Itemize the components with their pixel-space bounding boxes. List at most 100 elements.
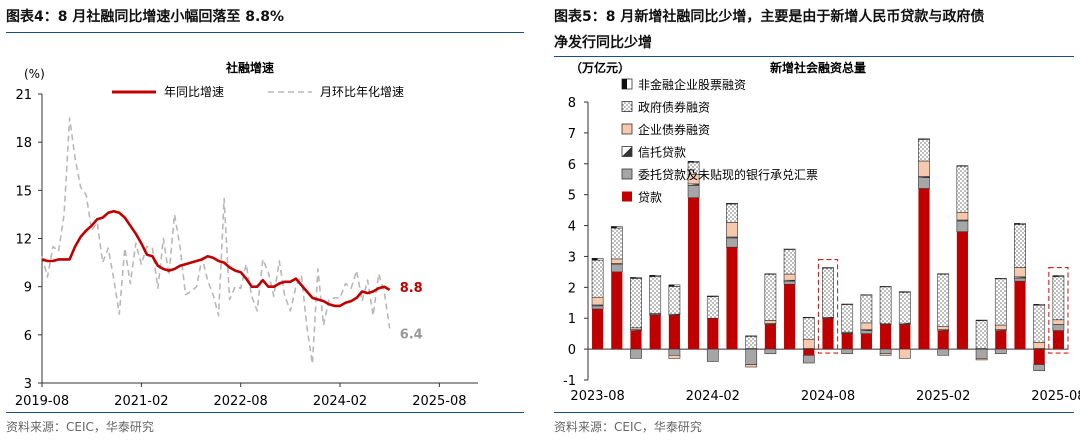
y-tick-label: 0 xyxy=(568,343,576,358)
new-financing-stacked-bar-chart: （万亿元） 新增社会融资总量 -1 0 1 2 3 4 5 6 7 8 2023-08 2024-02 20… xyxy=(563,60,1080,404)
chart-title: 新增社会融资总量 xyxy=(770,60,866,75)
bar-segment-3-shade xyxy=(937,329,949,331)
bar-segment-5 xyxy=(764,324,776,350)
bar-segment-3-shade xyxy=(995,329,1007,331)
bar-segment-5 xyxy=(937,330,949,350)
bar-segment-0-shade xyxy=(937,273,944,275)
x-tick-label: 2025-08 xyxy=(1031,389,1080,404)
bar-segment-4 xyxy=(956,220,969,233)
y-tick-label: 18 xyxy=(15,136,32,151)
legend-label-5: 贷款 xyxy=(638,191,662,205)
bar-segment-4 xyxy=(802,354,815,364)
bar-segment-2 xyxy=(898,348,911,359)
y-tick-label: 3 xyxy=(568,250,576,265)
bar-segment-1 xyxy=(841,304,854,333)
bar-segment-4 xyxy=(630,348,642,359)
bar-segment-4 xyxy=(726,237,738,248)
right-figure-title-line1: 图表5：8 月新增社融同比少增，主要是由于新增人民币贷款与政府债 xyxy=(554,9,985,25)
bar-segment-0-shade xyxy=(592,258,598,261)
highlight-box xyxy=(1048,267,1069,354)
y-tick-label: 3 xyxy=(24,377,32,392)
legend-swatch-2 xyxy=(621,123,633,135)
bar-segment-2 xyxy=(1014,267,1026,278)
left-title-rule xyxy=(6,32,524,33)
bar-segment-2 xyxy=(1052,319,1065,325)
left-figure-title: 图表4：8 月社融同比增速小幅回落至 8.8% xyxy=(6,9,285,25)
right-figure-title: 图表5：8 月新增社融同比少增，主要是由于新增人民币贷款与政府债 净发行同比少增 xyxy=(554,4,1074,56)
bar-segment-2 xyxy=(764,320,777,324)
legend-label-3: 信托贷款 xyxy=(638,146,686,160)
bar-segment-5 xyxy=(726,247,738,350)
legend-label-4: 委托贷款及未贴现的银行承兑汇票 xyxy=(638,167,818,182)
bar-segment-4 xyxy=(764,348,777,355)
bar-segment-5 xyxy=(688,197,700,350)
bar-segment-1 xyxy=(802,317,815,340)
bar-segment-4 xyxy=(879,348,892,355)
bar-segment-0-shade xyxy=(745,335,752,337)
y-tick-label: 15 xyxy=(15,184,32,199)
bar-segment-5 xyxy=(899,324,911,350)
bar-segment-0-shade xyxy=(976,320,982,321)
bar-segment-2 xyxy=(994,324,1007,330)
bar-segment-0 xyxy=(841,303,854,305)
bar-segment-1 xyxy=(898,291,911,324)
y-axis-unit: （万亿元） xyxy=(570,60,630,75)
bar-segment-2 xyxy=(802,338,815,349)
bar-segment-0-shade xyxy=(784,249,790,250)
bar-segment-2 xyxy=(956,211,969,221)
bar-segment-0-shade xyxy=(880,286,886,287)
bar-segment-3-shade xyxy=(822,317,834,319)
x-tick-label: 2025-02 xyxy=(916,389,970,404)
bar-segment-5 xyxy=(803,349,815,356)
bar-segment-1 xyxy=(764,273,777,321)
x-tick-label: 2021-02 xyxy=(114,394,168,409)
bar-segment-3-shade xyxy=(668,314,680,316)
bar-segment-2 xyxy=(918,160,930,177)
bar-segment-5 xyxy=(1014,281,1026,350)
bar-segment-0-shade xyxy=(1014,223,1020,225)
bar-segment-1 xyxy=(860,294,873,324)
bar-segment-5 xyxy=(841,333,853,350)
series-end-label-0: 8.8 xyxy=(400,281,423,296)
y-tick-label: 8 xyxy=(568,96,576,111)
legend-label-1: 政府债券融资 xyxy=(638,100,710,115)
bar-segment-0-shade xyxy=(668,284,675,287)
right-figure-title-line2: 净发行同比少增 xyxy=(554,35,652,51)
bar-segment-4 xyxy=(975,348,988,359)
bar-segment-5 xyxy=(995,330,1007,350)
legend-label-0: 年同比增速 xyxy=(164,85,224,99)
bar-segment-5 xyxy=(918,188,930,350)
right-source-note: 资料来源：CEIC，华泰研究 xyxy=(554,420,702,434)
y-tick-label: 12 xyxy=(15,233,32,248)
bar-segment-5 xyxy=(956,231,968,350)
bar-segment-5 xyxy=(630,330,642,350)
bar-segment-4 xyxy=(1014,277,1026,282)
series-line-0 xyxy=(41,209,391,308)
bar-segment-1 xyxy=(745,335,758,349)
bar-segment-0-shade xyxy=(995,278,1001,279)
bar-segment-0-shade xyxy=(1033,304,1040,306)
bar-segment-2 xyxy=(783,273,796,281)
bar-segment-1 xyxy=(783,249,796,275)
bar-segment-0 xyxy=(975,319,988,321)
bar-segment-0-shade xyxy=(918,138,924,140)
bar-segment-1 xyxy=(918,139,930,162)
bar-segment-4 xyxy=(937,348,950,356)
bar-segment-0 xyxy=(879,286,892,288)
bar-segment-0-shade xyxy=(649,275,656,277)
bar-segment-1 xyxy=(956,165,969,213)
bar-segment-4 xyxy=(706,348,719,362)
bar-segment-3-shade xyxy=(1014,276,1026,279)
bar-segment-1 xyxy=(822,267,834,318)
legend-swatch-5 xyxy=(622,191,632,202)
bar-segment-2 xyxy=(745,364,758,368)
bar-segment-1 xyxy=(1014,224,1026,268)
bar-segment-1 xyxy=(975,320,988,349)
x-tick-label: 2024-02 xyxy=(313,394,367,409)
yoy-growth-line-chart: 社融增速 (%) 年同比增速 月环比年化增速 3 6 9 12 15 18 21 2019-08 202… xyxy=(15,60,478,409)
bar-segment-0-shade xyxy=(803,317,809,318)
bar-segment-0-shade xyxy=(630,277,636,279)
bar-segment-1 xyxy=(879,286,892,325)
bar-segment-2 xyxy=(1033,342,1046,349)
highlight-box xyxy=(817,259,839,354)
